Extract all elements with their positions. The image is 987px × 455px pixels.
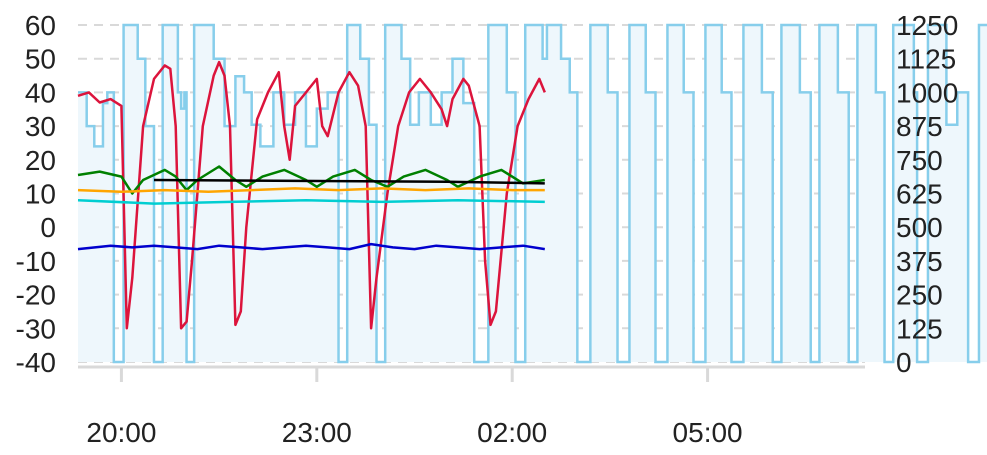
series-line-6	[77, 242, 545, 251]
x-tick-label: 23:00	[282, 417, 352, 448]
y-right-tick-label: 1250	[896, 10, 958, 41]
y-right-tick-label: 1125	[896, 44, 956, 75]
y-left-tick-label: 60	[25, 10, 56, 41]
series-line-1	[77, 60, 546, 330]
y-left-tick-label: 20	[25, 145, 56, 176]
series-line-3	[153, 178, 545, 185]
x-tick-label: 05:00	[673, 417, 743, 448]
y-right-tick-label: 625	[896, 179, 943, 210]
y-right-tick-label: 500	[896, 212, 943, 243]
x-tick-label: 20:00	[86, 417, 156, 448]
y-left-tick-label: 40	[25, 77, 56, 108]
series-line-2	[77, 165, 545, 195]
y-right-tick-label: 750	[896, 145, 943, 176]
y-left-tick-label: 50	[25, 44, 56, 75]
series-line-4	[77, 187, 545, 194]
y-left-tick-label: -10	[16, 246, 56, 277]
y-left-tick-label: 10	[25, 179, 56, 210]
y-right-tick-label: 250	[896, 280, 943, 311]
y-left-tick-label: 30	[25, 111, 56, 142]
x-tick-label: 02:00	[477, 417, 547, 448]
series-layer	[77, 23, 987, 364]
y-right-tick-label: 875	[896, 111, 943, 142]
y-left-tick-label: -40	[16, 347, 56, 378]
axes	[78, 365, 865, 382]
y-right-tick-label: 125	[896, 313, 943, 344]
y-right-tick-label: 375	[896, 246, 943, 277]
y-left-tick-label: 0	[40, 212, 56, 243]
y-right-tick-label: 1000	[896, 77, 958, 108]
y-left-tick-label: -20	[16, 280, 56, 311]
y-left-tick-label: -30	[16, 313, 56, 344]
series-line-0	[78, 23, 987, 364]
y-right-tick-label: 0	[896, 347, 912, 378]
tick-labels: 6050403020100-10-20-30-40125011251000875…	[16, 10, 959, 448]
series-line-5	[77, 198, 545, 205]
